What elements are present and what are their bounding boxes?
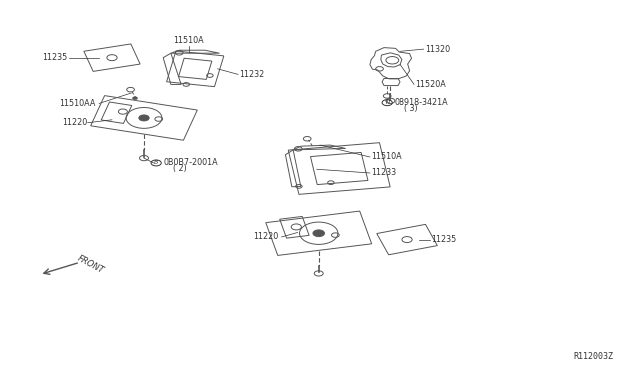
Text: B: B [154, 160, 158, 166]
Text: 11220: 11220 [253, 232, 278, 241]
Text: 11235: 11235 [42, 53, 67, 62]
Circle shape [139, 115, 149, 121]
Circle shape [132, 97, 138, 100]
Text: 08918-3421A: 08918-3421A [395, 98, 449, 107]
Circle shape [313, 230, 324, 237]
Text: 11232: 11232 [239, 70, 264, 79]
Text: FRONT: FRONT [76, 254, 105, 276]
Text: 11520A: 11520A [415, 80, 446, 89]
Text: R112003Z: R112003Z [573, 352, 613, 361]
Text: 11510A: 11510A [371, 153, 402, 161]
Text: N: N [385, 100, 389, 105]
Text: 11235: 11235 [431, 235, 456, 244]
Text: 11320: 11320 [425, 45, 450, 54]
Text: 11220: 11220 [62, 118, 87, 127]
Text: ( 2): ( 2) [173, 164, 186, 173]
Text: 0B0B7-2001A: 0B0B7-2001A [164, 158, 218, 167]
Text: 11233: 11233 [371, 169, 396, 177]
Text: ( 3): ( 3) [404, 104, 418, 113]
Text: 11510AA: 11510AA [60, 99, 96, 108]
Text: 11510A: 11510A [173, 36, 204, 45]
